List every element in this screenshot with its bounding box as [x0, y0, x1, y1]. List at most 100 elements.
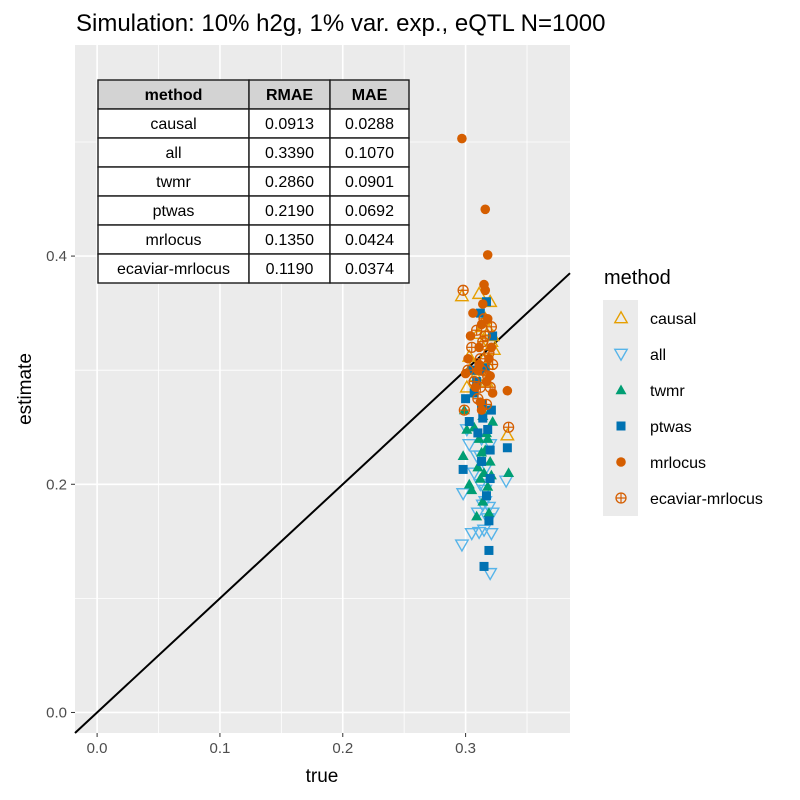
table-cell-text: 0.0424 [345, 232, 394, 249]
point-ecaviar-mrlocus [462, 364, 474, 376]
y-axis: 0.0 0.2 0.4 [46, 248, 75, 721]
point-mrlocus [502, 385, 513, 396]
legend-key-twmr [615, 384, 627, 395]
point-twmr [457, 450, 469, 460]
legend-label: mrlocus [650, 455, 706, 472]
table-header-text: MAE [352, 87, 388, 104]
table-cell [329, 166, 410, 197]
point-ecaviar-mrlocus [486, 358, 499, 371]
point-mrlocus [484, 353, 494, 364]
data-points [454, 133, 515, 581]
point-ptwas [461, 394, 471, 404]
point-all [454, 539, 470, 553]
point-twmr [503, 467, 515, 478]
chart-title: Simulation: 10% h2g, 1% var. exp., eQTL … [76, 10, 605, 37]
point-ptwas [475, 308, 485, 318]
x-tick-label: 0.1 [210, 740, 231, 757]
point-ecaviar-mrlocus [458, 404, 471, 416]
x-axis-title: true [306, 766, 339, 787]
point-ecaviar-mrlocus [485, 321, 498, 333]
point-twmr [483, 507, 495, 517]
point-ptwas [477, 456, 487, 466]
point-twmr [466, 484, 478, 495]
table-cell-text: 0.0692 [345, 203, 394, 220]
table-cell-text: 0.0374 [345, 261, 394, 278]
legend-key-ptwas [616, 421, 626, 431]
table-cell-text: causal [150, 116, 196, 133]
legend-label: twmr [650, 383, 685, 400]
point-twmr [474, 473, 486, 483]
point-mrlocus [457, 133, 467, 144]
point-mrlocus [480, 285, 491, 296]
point-ptwas [478, 413, 488, 423]
legend-key-mrlocus [616, 457, 626, 467]
point-ecaviar-mrlocus [472, 393, 484, 405]
point-causal [459, 379, 475, 393]
legend-item-mrlocus: mrlocus [616, 455, 706, 472]
table-cell-text: all [165, 145, 181, 162]
x-tick-label: 0.3 [455, 740, 476, 757]
legend-item-all: all [613, 347, 666, 364]
point-ptwas [485, 445, 495, 455]
point-mrlocus [482, 250, 493, 260]
table-cell-text: 0.1190 [266, 261, 314, 278]
point-ptwas [481, 491, 491, 501]
y-tick-label: 0.4 [46, 248, 67, 265]
table-cell [248, 195, 331, 226]
legend-key-all [613, 348, 629, 362]
point-all [482, 567, 498, 581]
point-ecaviar-mrlocus [482, 370, 494, 382]
point-ptwas [488, 331, 498, 341]
table-cell-text: 0.1350 [265, 232, 314, 249]
legend-key-background [603, 300, 638, 516]
x-tick-label: 0.0 [87, 740, 108, 757]
table-header-text: RMAE [266, 87, 313, 104]
y-axis-title: estimate [15, 353, 36, 425]
point-ecaviar-mrlocus [471, 324, 483, 336]
point-mrlocus [487, 388, 498, 398]
point-all [464, 527, 480, 541]
table-cell [329, 195, 410, 226]
point-mrlocus [463, 353, 473, 364]
point-ecaviar-mrlocus [475, 364, 488, 376]
legend: method causal all twmr ptwas mrlocus ecaviar-… [603, 267, 763, 516]
point-mrlocus [476, 405, 487, 415]
table-cell-text: twmr [156, 174, 191, 191]
table-cell-text: 0.2190 [265, 203, 314, 220]
point-mrlocus [480, 204, 491, 215]
table-cell [97, 166, 250, 197]
legend-item-ecaviar-mrlocus: ecaviar-mrlocus [615, 491, 763, 508]
x-tick-label: 0.2 [332, 740, 353, 757]
point-ptwas [480, 363, 490, 373]
legend-title: method [604, 267, 671, 289]
y-tick-label: 0.0 [46, 704, 67, 721]
legend-label: causal [650, 311, 696, 328]
point-ecaviar-mrlocus [478, 313, 490, 325]
point-twmr [473, 433, 485, 443]
y-tick-label: 0.2 [46, 476, 67, 493]
table-cell [329, 253, 410, 284]
table-header-cell [248, 79, 331, 110]
point-ecaviar-mrlocus [480, 398, 493, 411]
point-twmr [472, 461, 484, 472]
table-cell-text: 0.1070 [345, 145, 394, 162]
table-cell [97, 253, 250, 284]
point-ptwas [483, 425, 493, 435]
table-cell-text: 0.0288 [345, 116, 394, 133]
legend-key-causal [613, 310, 629, 324]
point-ptwas [484, 516, 494, 526]
stats-table: method RMAE MAE causal 0.0913 0.0288 all 0.3390… [97, 79, 410, 284]
point-twmr [484, 455, 496, 466]
table-cell [329, 108, 410, 139]
point-ecaviar-mrlocus [474, 353, 486, 365]
table-cell-text: 0.0901 [345, 174, 394, 191]
point-causal [499, 427, 515, 441]
point-ptwas [473, 428, 483, 438]
point-ecaviar-mrlocus [502, 421, 515, 433]
legend-item-twmr: twmr [615, 383, 685, 400]
table-cell [97, 137, 250, 168]
table-cell [248, 108, 331, 139]
legend-item-ptwas: ptwas [616, 419, 692, 436]
table-cell-text: 0.0913 [265, 116, 314, 133]
legend-label: all [650, 347, 666, 364]
